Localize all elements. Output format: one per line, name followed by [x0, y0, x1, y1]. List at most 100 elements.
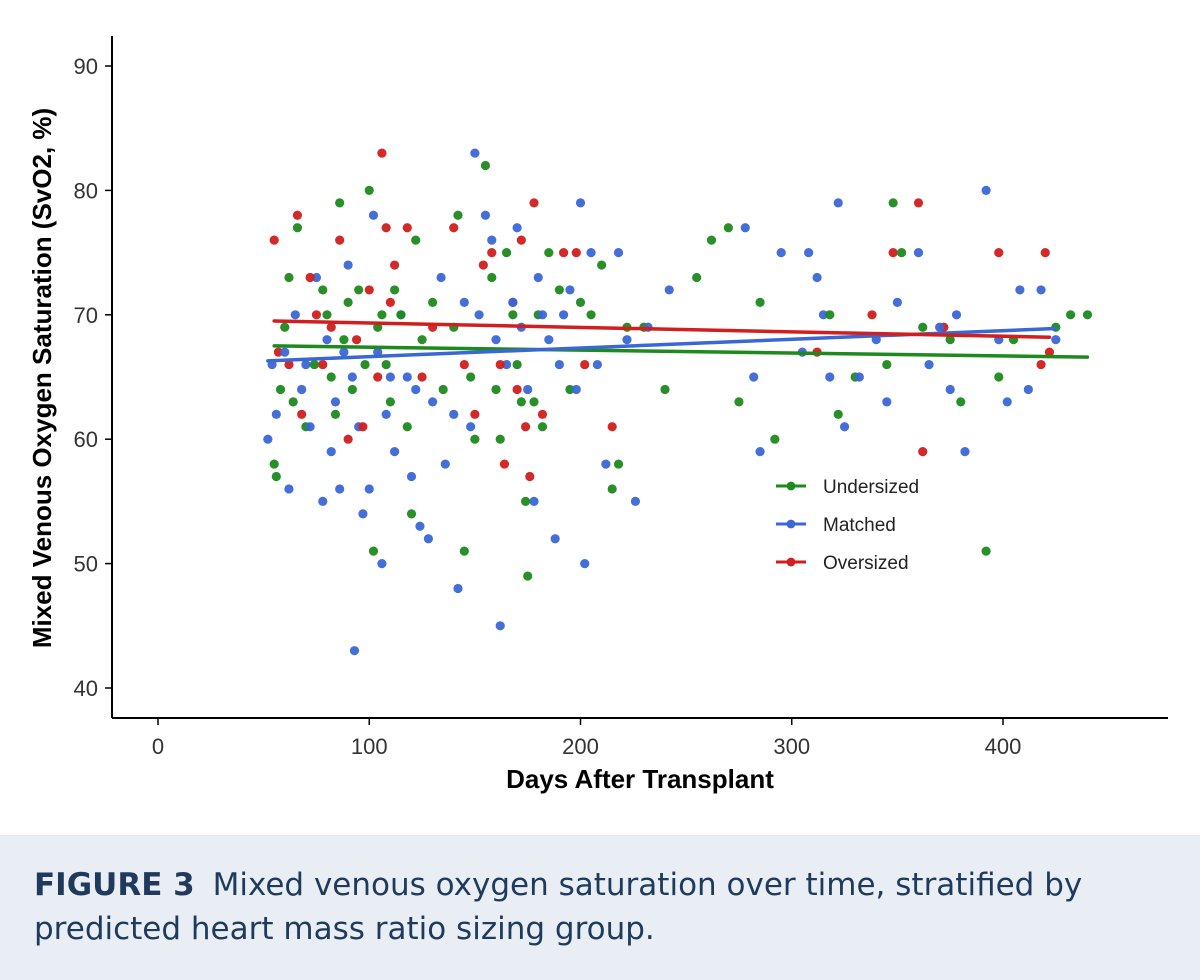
point-undersized — [508, 310, 518, 320]
point-undersized — [918, 322, 928, 332]
point-matched — [318, 496, 328, 506]
point-matched — [586, 248, 596, 258]
point-matched — [280, 347, 290, 357]
legend: Undersized Matched Oversized — [776, 477, 919, 574]
point-undersized — [888, 198, 898, 208]
point-undersized — [491, 384, 501, 395]
legend-marker-matched — [786, 519, 796, 529]
trend-line-oversized — [272, 319, 1052, 339]
point-undersized — [269, 459, 279, 469]
point-undersized — [537, 422, 548, 432]
point-matched — [449, 409, 459, 419]
point-matched — [892, 297, 902, 307]
point-undersized — [994, 372, 1004, 382]
point-undersized — [480, 160, 491, 171]
point-matched — [575, 198, 586, 208]
point-matched — [263, 434, 273, 444]
point-undersized — [385, 397, 395, 407]
point-undersized — [402, 422, 412, 432]
legend-label-undersized: Undersized — [823, 477, 919, 498]
point-undersized — [280, 322, 290, 332]
point-matched — [453, 583, 463, 594]
point-undersized — [692, 272, 702, 283]
point-matched — [373, 347, 383, 357]
trend-line-undersized — [272, 344, 1090, 359]
point-matched — [390, 447, 400, 457]
axes: 40 50 60 70 80 90 0 100 200 300 400 — [74, 36, 1168, 759]
point-oversized — [520, 422, 531, 432]
point-matched — [740, 223, 750, 233]
point-undersized — [607, 484, 617, 494]
legend-label-matched: Matched — [823, 515, 896, 536]
point-matched — [613, 248, 624, 258]
point-undersized — [326, 372, 336, 382]
point-matched — [459, 297, 469, 307]
point-matched — [825, 372, 835, 382]
trend-lines — [266, 319, 1090, 363]
point-undersized — [882, 359, 892, 370]
point-oversized — [495, 359, 505, 370]
point-oversized — [1040, 248, 1050, 258]
point-matched — [358, 509, 368, 519]
point-oversized — [364, 285, 374, 295]
point-undersized — [396, 310, 406, 320]
point-oversized — [373, 372, 383, 382]
point-oversized — [607, 422, 617, 432]
point-undersized — [897, 248, 907, 258]
point-oversized — [537, 409, 548, 419]
point-matched — [622, 335, 632, 345]
point-matched — [776, 248, 786, 258]
point-matched — [297, 384, 307, 395]
point-undersized — [554, 285, 564, 295]
point-undersized — [597, 260, 607, 270]
point-oversized — [525, 471, 535, 482]
point-matched — [1023, 384, 1033, 395]
data-points — [263, 148, 1093, 656]
point-undersized — [318, 285, 328, 295]
point-undersized — [390, 285, 400, 295]
point-undersized — [833, 409, 843, 419]
point-oversized — [487, 248, 497, 258]
point-matched — [349, 646, 360, 656]
point-matched — [470, 148, 480, 158]
point-undersized — [825, 310, 835, 320]
point-oversized — [284, 359, 294, 370]
point-undersized — [956, 397, 966, 407]
point-matched — [559, 310, 569, 320]
point-matched — [544, 335, 554, 345]
point-undersized — [354, 285, 364, 295]
point-matched — [981, 185, 991, 195]
point-oversized — [343, 434, 353, 444]
point-oversized — [449, 223, 459, 233]
point-undersized — [544, 248, 554, 258]
point-matched — [882, 397, 892, 407]
point-oversized — [580, 359, 590, 370]
point-matched — [804, 248, 814, 258]
point-matched — [406, 471, 417, 482]
point-oversized — [292, 210, 303, 220]
point-undersized — [586, 310, 596, 320]
point-matched — [550, 534, 560, 544]
point-undersized — [734, 397, 744, 407]
point-matched — [335, 484, 345, 494]
point-undersized — [501, 248, 512, 258]
point-undersized — [466, 372, 476, 382]
point-matched — [945, 384, 955, 395]
point-undersized — [347, 384, 357, 395]
point-oversized — [417, 372, 427, 382]
point-oversized — [297, 409, 307, 419]
point-undersized — [459, 546, 469, 556]
point-undersized — [520, 496, 531, 506]
point-matched — [495, 621, 505, 631]
point-matched — [529, 496, 539, 506]
point-matched — [833, 198, 843, 208]
point-matched — [749, 372, 759, 382]
point-undersized — [377, 310, 387, 320]
point-oversized — [867, 310, 877, 320]
point-matched — [601, 459, 611, 469]
point-matched — [339, 347, 349, 357]
point-undersized — [453, 210, 463, 220]
point-oversized — [326, 322, 336, 332]
point-matched — [537, 310, 548, 320]
